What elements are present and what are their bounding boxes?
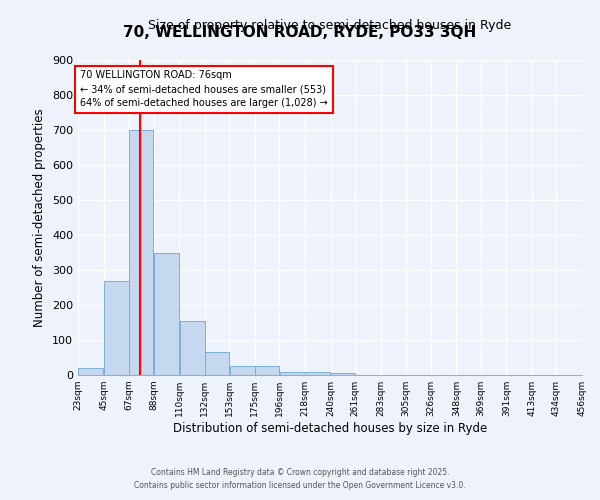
Y-axis label: Number of semi-detached properties: Number of semi-detached properties	[34, 108, 46, 327]
Bar	[130, 130, 154, 375]
Bar	[305, 372, 331, 375]
Bar	[255, 366, 279, 375]
Text: Contains HM Land Registry data © Crown copyright and database right 2025.
Contai: Contains HM Land Registry data © Crown c…	[134, 468, 466, 490]
Bar	[280, 372, 305, 375]
Bar	[78, 368, 103, 375]
Bar	[331, 373, 355, 375]
Bar	[104, 280, 129, 375]
X-axis label: Distribution of semi-detached houses by size in Ryde: Distribution of semi-detached houses by …	[173, 422, 487, 435]
Text: 70, WELLINGTON ROAD, RYDE, PO33 3QH: 70, WELLINGTON ROAD, RYDE, PO33 3QH	[124, 25, 476, 40]
Title: Size of property relative to semi-detached houses in Ryde: Size of property relative to semi-detach…	[148, 20, 512, 32]
Bar	[154, 252, 179, 375]
Bar	[179, 321, 205, 375]
Bar	[230, 366, 254, 375]
Bar	[205, 352, 229, 375]
Text: 70 WELLINGTON ROAD: 76sqm
← 34% of semi-detached houses are smaller (553)
64% of: 70 WELLINGTON ROAD: 76sqm ← 34% of semi-…	[80, 70, 328, 108]
